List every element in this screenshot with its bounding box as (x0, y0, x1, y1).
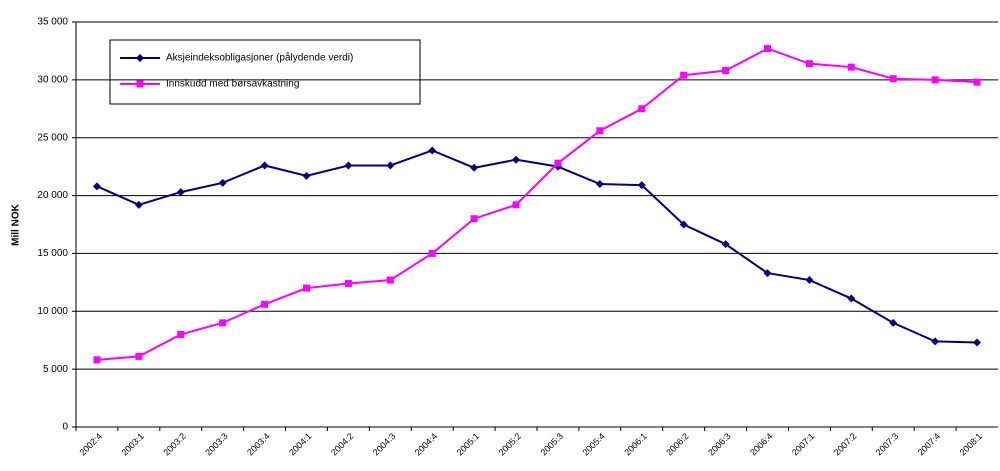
x-tick-label: 2004:1 (287, 431, 314, 458)
x-tick-label: 2006:3 (706, 431, 733, 458)
y-tick-label: 10 000 (37, 306, 68, 317)
data-point (554, 159, 562, 167)
y-axis-label: Mill NOK (11, 203, 22, 245)
x-tick-label: 2002:4 (78, 431, 105, 458)
data-point (721, 240, 730, 249)
data-point (92, 182, 101, 191)
x-tick-label: 2003:4 (245, 431, 272, 458)
x-tick-label: 2008:1 (958, 431, 985, 458)
y-tick-label: 30 000 (37, 74, 68, 85)
data-point (595, 180, 604, 188)
x-tick-label: 2006:2 (664, 431, 691, 458)
data-point (428, 249, 436, 257)
data-point (680, 71, 688, 79)
legend-box (109, 39, 421, 105)
data-point (847, 294, 856, 303)
y-tick-label: 15 000 (37, 248, 68, 259)
x-tick-label: 2003:3 (203, 431, 230, 458)
data-point (428, 146, 437, 155)
y-tick-label: 20 000 (37, 190, 68, 201)
y-tick-label: 35 000 (37, 17, 68, 28)
data-point (973, 338, 982, 347)
x-tick-label: 2006:4 (748, 431, 775, 458)
data-point (177, 330, 185, 338)
data-point (344, 280, 352, 288)
x-tick-label: 2004:4 (413, 431, 440, 458)
series-line (96, 47, 978, 361)
data-point (135, 352, 143, 360)
legend-label: Innskudd med børsavkastning (166, 79, 299, 90)
data-point (847, 63, 855, 71)
data-point (260, 161, 269, 170)
data-point (386, 161, 395, 170)
y-tick-label: 0 (62, 422, 68, 433)
data-point (805, 60, 813, 68)
data-point (596, 127, 604, 135)
data-point (637, 181, 646, 190)
data-point (679, 220, 688, 229)
data-point (470, 163, 479, 172)
x-tick-label: 2005:2 (497, 431, 524, 458)
data-point (344, 161, 353, 170)
x-tick-label: 2005:1 (455, 431, 482, 458)
data-point (219, 319, 227, 327)
x-tick-label: 2004:2 (329, 431, 356, 458)
data-point (805, 276, 814, 285)
data-point (722, 67, 730, 75)
legend-label: Aksjeindeksobligasjoner (pålydende verdi… (166, 52, 353, 64)
data-point (261, 300, 269, 308)
data-point (386, 276, 394, 284)
series-line (96, 149, 978, 344)
data-point (302, 171, 311, 180)
x-tick-label: 2005:4 (580, 431, 607, 458)
data-point (889, 75, 897, 83)
data-point (931, 337, 940, 346)
x-tick-label: 2004:3 (371, 431, 398, 458)
x-tick-label: 2003:2 (161, 431, 188, 458)
x-tick-label: 2007:4 (916, 431, 943, 458)
x-tick-label: 2007:2 (832, 431, 859, 458)
y-tick-label: 25 000 (37, 132, 68, 143)
data-point (931, 76, 939, 84)
data-point (134, 200, 143, 209)
data-point (512, 155, 521, 164)
data-point (176, 188, 185, 197)
legend-marker (136, 80, 144, 88)
data-point (638, 105, 646, 113)
x-tick-label: 2005:3 (539, 431, 566, 458)
data-point (763, 269, 772, 278)
y-tick-label: 5 000 (43, 364, 68, 375)
data-point (303, 284, 310, 292)
data-point (973, 78, 981, 86)
x-tick-label: 2003:1 (119, 431, 146, 458)
legend-marker (136, 54, 144, 62)
x-tick-label: 2007:1 (790, 431, 817, 458)
data-point (764, 45, 771, 53)
data-point (218, 178, 227, 187)
data-point (512, 201, 520, 209)
data-point (889, 318, 898, 327)
x-tick-label: 2007:3 (874, 431, 901, 458)
data-point (93, 356, 101, 364)
data-point (470, 215, 478, 223)
x-tick-label: 2006:1 (622, 431, 649, 458)
